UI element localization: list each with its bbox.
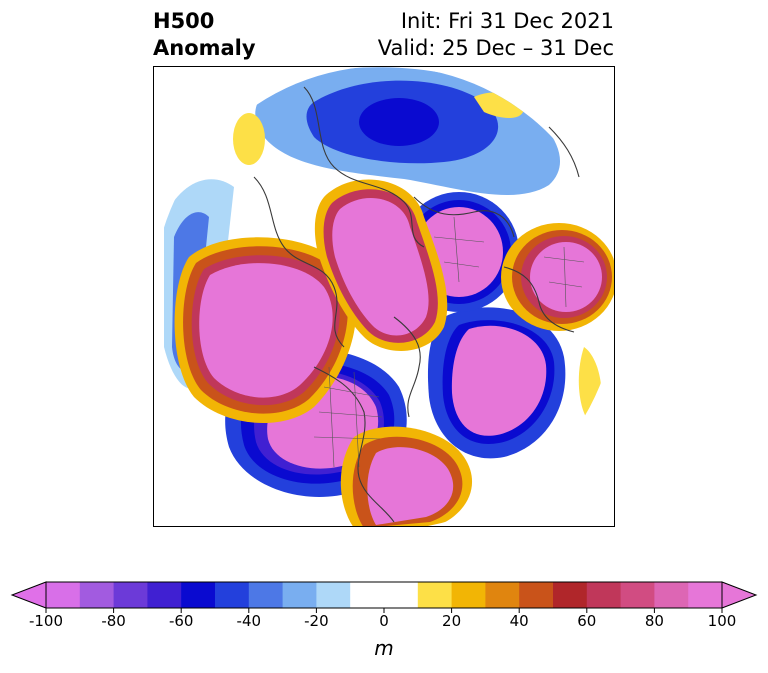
product-title: Anomaly <box>153 36 256 60</box>
colorbar-segment <box>46 582 81 608</box>
colorbar-segment <box>553 582 588 608</box>
colorbar-extend-max <box>721 581 758 609</box>
colorbar-extend-min <box>10 581 47 609</box>
colorbar-segment <box>248 582 284 608</box>
colorbar-tick-label: -60 <box>168 612 194 630</box>
colorbar-segment <box>181 582 216 608</box>
colorbar-tick-label: -100 <box>28 612 64 630</box>
variable-title: H500 <box>153 9 215 33</box>
colorbar-tick-label: -20 <box>304 612 329 630</box>
se-us-positive-anomaly <box>340 426 473 526</box>
siberia-negative-anomaly <box>255 67 561 195</box>
colorbar-tick-label: -80 <box>101 612 126 630</box>
colorbar-segment <box>113 582 148 608</box>
colorbar-segment <box>688 582 723 608</box>
colorbar-segment <box>451 582 486 608</box>
colorbar-segment <box>79 582 115 608</box>
colorbar-segment <box>519 582 554 608</box>
title-left: H500 Anomaly <box>153 8 256 62</box>
colorbar-segment <box>384 582 419 608</box>
anomaly-map <box>153 66 615 527</box>
colorbar-segment <box>147 582 182 608</box>
colorbar-tick-label: 60 <box>577 612 597 630</box>
colorbar-segment <box>620 582 655 608</box>
colorbar-segment <box>316 582 351 608</box>
colorbar-segment <box>586 582 622 608</box>
colorbar-segment <box>215 582 250 608</box>
europe-positive-anomaly <box>501 223 614 331</box>
colorbar-tick-label: 80 <box>644 612 664 630</box>
colorbar-unit: m <box>374 636 394 660</box>
political-borders <box>313 216 585 468</box>
colorbar-segment <box>654 582 689 608</box>
coastlines <box>253 86 580 523</box>
colorbar-tick-label: 100 <box>707 612 737 630</box>
map-svg <box>164 67 614 526</box>
north-atlantic-negative-anomaly <box>427 307 566 459</box>
colorbar-segment <box>417 582 453 608</box>
colorbar-segment <box>350 582 385 608</box>
north-pacific-positive-anomaly <box>174 237 357 424</box>
colorbar-tick-label: -40 <box>236 612 262 630</box>
contour-fields <box>164 67 614 526</box>
arctic-positive-anomaly <box>314 179 448 351</box>
valid-period: Valid: 25 Dec – 31 Dec <box>377 36 614 60</box>
colorbar-tick-label: 0 <box>379 612 389 630</box>
init-time: Init: Fri 31 Dec 2021 <box>400 9 614 33</box>
colorbar-segment <box>485 582 520 608</box>
colorbar-tick-label: 40 <box>509 612 529 630</box>
colorbar-tick-label: 20 <box>442 612 462 630</box>
title-right: Init: Fri 31 Dec 2021 Valid: 25 Dec – 31… <box>378 8 614 62</box>
colorbar-segment <box>282 582 317 608</box>
colorbar-svg <box>10 581 758 613</box>
